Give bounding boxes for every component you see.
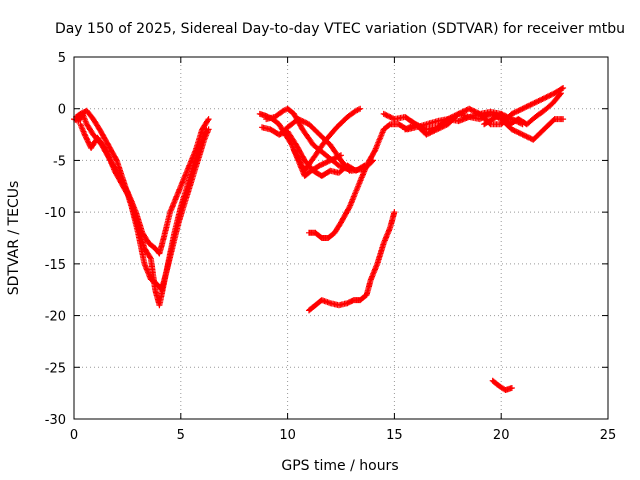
series-track-j [306,209,398,314]
series-markers [291,105,364,174]
series-markers [276,116,353,174]
series-track-g [276,116,353,174]
y-tick-label: -10 [45,206,66,221]
x-tick-label: 20 [493,428,510,443]
y-tick-label: -20 [45,310,66,325]
chart-title: Day 150 of 2025, Sidereal Day-to-day VTE… [55,21,625,37]
series-markers [77,121,210,309]
x-tick-label: 0 [70,428,78,443]
y-tick-label: -25 [45,361,66,376]
plot-frame [73,56,609,420]
y-tick-label: 5 [58,51,66,66]
plot-area-data [71,85,567,393]
series-track-n [489,377,515,393]
series-markers [489,377,515,393]
y-tick-label: -30 [45,413,66,428]
series-markers [306,209,398,314]
x-tick-label: 10 [279,428,296,443]
series-markers [481,90,564,128]
y-axis-label: SDTVAR / TECUs [6,181,22,296]
y-tick-label: -5 [53,154,66,169]
series-track-h [291,105,364,174]
series-track-c [77,121,210,309]
series-track-m [481,90,564,128]
series-track-k [380,110,567,143]
series-track-l [402,85,567,138]
series-markers [402,85,567,138]
x-tick-label: 25 [600,428,617,443]
y-tick-label: -15 [45,258,66,273]
axis-ticks: 0 5 10 15 20 25 -30 -25 -20 -15 -10 -5 0 5 [45,51,617,443]
y-tick-label: 0 [58,103,66,118]
grid [74,57,608,419]
x-axis-label: GPS time / hours [281,458,398,474]
x-tick-label: 15 [386,428,403,443]
series-markers [380,110,567,143]
x-tick-label: 5 [177,428,185,443]
